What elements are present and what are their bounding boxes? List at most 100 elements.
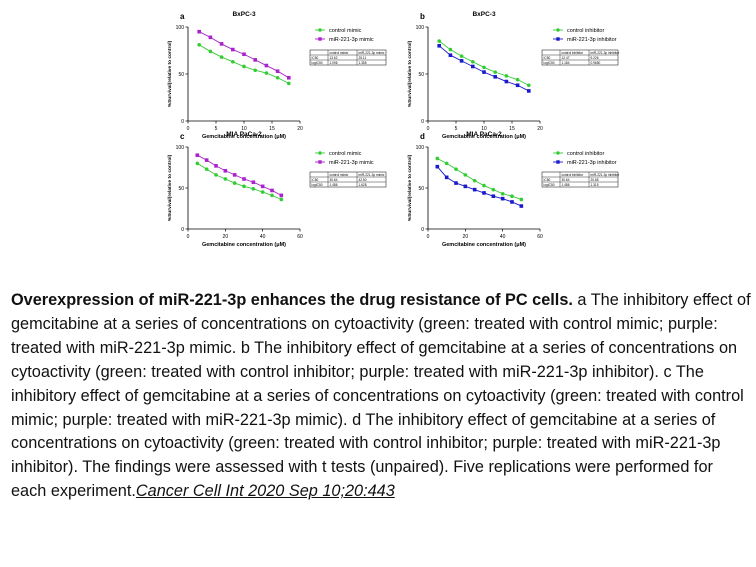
data-point: [491, 194, 496, 198]
data-point: [437, 44, 441, 48]
data-point: [471, 64, 475, 69]
data-point: [231, 47, 235, 52]
data-point: [454, 167, 458, 171]
chart-panel-c: c MIA PaCa-2 0 50 100 0 20 40 60 Gemcitabine conc…: [167, 131, 387, 248]
legend-label: control inhibitor: [567, 151, 604, 157]
x-tick-label: 20: [537, 126, 543, 132]
x-tick-label: 15: [509, 126, 515, 132]
data-point: [448, 47, 453, 52]
table-cell: 1.315: [591, 183, 599, 187]
table-cell: logIC50: [312, 61, 323, 65]
table-cell: 0.9650: [591, 61, 601, 65]
data-point: [435, 164, 440, 169]
data-point: [214, 173, 218, 177]
data-point: [279, 197, 284, 202]
data-point: [242, 184, 246, 189]
table-cell: IC50: [312, 56, 319, 60]
data-point: [231, 59, 235, 64]
figure-caption: Overexpression of miR-221-3p enhances th…: [11, 289, 751, 504]
ic50-table: [309, 171, 387, 188]
table-cell: 1.355: [359, 61, 367, 65]
data-point: [500, 196, 505, 201]
panel-letter: c: [180, 132, 185, 141]
data-point: [515, 77, 520, 82]
data-point: [472, 178, 477, 183]
x-tick-label: 60: [537, 234, 543, 240]
table-cell: control inhibitor: [562, 51, 585, 55]
data-point: [264, 71, 269, 75]
legend-marker: [556, 160, 560, 164]
panel-letter: b: [420, 12, 425, 21]
chart-panel-d: d MIA PaCa-2 0 50 100 0 20 40 60 Gemcitabine conc…: [407, 131, 620, 248]
data-point: [260, 190, 265, 194]
legend-marker: [318, 37, 322, 41]
caption-title: Overexpression of miR-221-3p enhances th…: [11, 291, 573, 309]
y-tick-label: 50: [418, 186, 424, 192]
table-cell: miR-221-3p inhibitor: [591, 51, 621, 55]
y-tick-label: 0: [421, 119, 424, 125]
y-tick-label: 100: [416, 145, 425, 151]
data-point: [471, 59, 475, 64]
data-point: [437, 39, 442, 43]
data-point: [527, 83, 531, 88]
data-point: [463, 173, 468, 177]
table-cell: 42.50: [359, 178, 367, 182]
data-point: [242, 177, 246, 181]
data-point: [454, 181, 458, 185]
data-point: [223, 168, 228, 173]
x-tick-label: 15: [269, 126, 275, 132]
table-cell: miR-221-3p inhibitor: [591, 173, 621, 177]
x-tick-label: 0: [187, 234, 190, 240]
x-tick-label: 0: [427, 126, 430, 132]
data-point: [232, 181, 237, 185]
data-point: [510, 194, 514, 198]
x-axis-label: Gemcitabine concentration (μM): [442, 134, 526, 140]
table-cell: 1.486: [330, 183, 338, 187]
caption-body: a The inhibitory effect of gemcitabine a…: [11, 291, 751, 501]
y-axis-label: %Survival(relative to control): [167, 154, 173, 221]
y-tick-label: 100: [176, 25, 185, 31]
ic50-table: [541, 171, 619, 188]
data-point: [208, 49, 213, 54]
table-cell: 20.65: [591, 178, 599, 182]
x-tick-label: 10: [481, 126, 487, 132]
data-point: [482, 70, 486, 74]
table-cell: logIC50: [544, 183, 555, 187]
data-point: [214, 164, 218, 168]
x-tick-label: 40: [500, 234, 506, 240]
x-tick-label: 10: [241, 126, 247, 132]
data-point: [510, 200, 514, 204]
y-tick-label: 50: [418, 72, 424, 78]
data-point: [270, 193, 274, 198]
y-axis-label: %Survival(relative to control): [167, 40, 173, 107]
series-line: [437, 158, 522, 200]
citation-link[interactable]: Cancer Cell Int 2020 Sep 10;20:443: [135, 482, 395, 501]
legend-label: miR-221-3p mimic: [329, 37, 374, 43]
data-point: [504, 79, 509, 84]
table-cell: logIC50: [312, 183, 323, 187]
data-point: [482, 183, 486, 188]
x-axis-label: Gemcitabine concentration (μM): [202, 242, 286, 248]
x-axis-label: Gemcitabine concentration (μM): [442, 242, 526, 248]
data-point: [491, 187, 496, 192]
y-tick-label: 0: [181, 119, 184, 125]
table-cell: control mimic: [330, 51, 349, 55]
x-tick-label: 5: [455, 126, 458, 132]
chart-title: MIA PaCa-2: [226, 131, 262, 138]
table-cell: miR-221-3p mimic: [359, 173, 385, 177]
data-point: [197, 29, 201, 34]
table-cell: IC50: [312, 178, 319, 182]
data-point: [459, 54, 464, 58]
series-line: [436, 166, 522, 207]
table-cell: 1.096: [330, 61, 338, 65]
legend-label: control mimic: [329, 28, 362, 34]
chart-title: BxPC-3: [472, 11, 496, 18]
table-cell: 1.486: [562, 183, 570, 187]
data-point: [219, 55, 224, 59]
x-tick-label: 40: [260, 234, 266, 240]
table-cell: 13.62: [330, 56, 338, 60]
y-axis-label: %Survival(relative to control): [407, 154, 413, 221]
chart-panel-a: a BxPC-3 0 50 100 0 5 10 15 20 Gemcitabine concent…: [167, 11, 387, 140]
data-point: [493, 70, 498, 74]
